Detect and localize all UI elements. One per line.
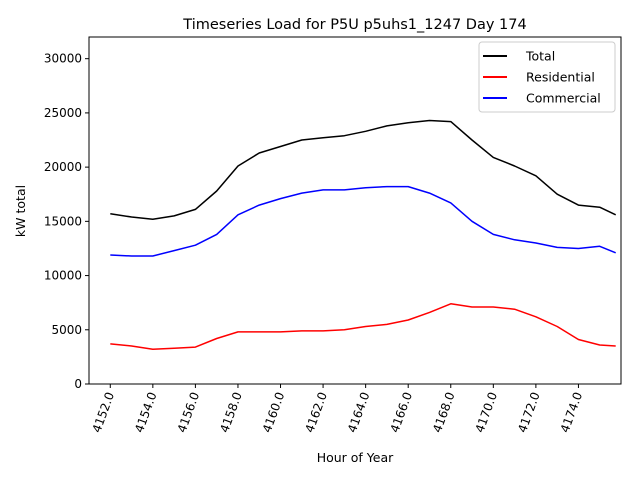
y-tick-label: 20000 bbox=[44, 160, 82, 174]
legend-label-commercial: Commercial bbox=[526, 91, 601, 106]
y-tick-label: 15000 bbox=[44, 214, 82, 228]
plot-frame bbox=[88, 36, 622, 385]
y-tick-label: 25000 bbox=[44, 106, 82, 120]
legend-label-residential: Residential bbox=[526, 70, 595, 85]
legend-box bbox=[478, 41, 616, 113]
y-tick-label: 5000 bbox=[51, 323, 82, 337]
y-tick-label: 10000 bbox=[44, 269, 82, 283]
y-axis: 0 5000 10000 15000 20000 25000 30000 bbox=[44, 52, 89, 391]
series-line-residential bbox=[110, 303, 616, 351]
y-tick-label: 30000 bbox=[44, 52, 82, 66]
legend: Total Residential Commercial bbox=[478, 41, 616, 113]
legend-label-total: Total bbox=[525, 49, 555, 64]
x-axis-label: Hour of Year bbox=[317, 450, 394, 465]
y-tick-label: 0 bbox=[74, 377, 82, 391]
y-axis-label: kW total bbox=[13, 185, 28, 237]
series-line-commercial bbox=[110, 185, 616, 257]
series-line-total bbox=[110, 119, 617, 220]
chart-title: Timeseries Load for P5U p5uhs1_1247 Day … bbox=[182, 17, 526, 33]
plot-lines bbox=[110, 119, 617, 351]
